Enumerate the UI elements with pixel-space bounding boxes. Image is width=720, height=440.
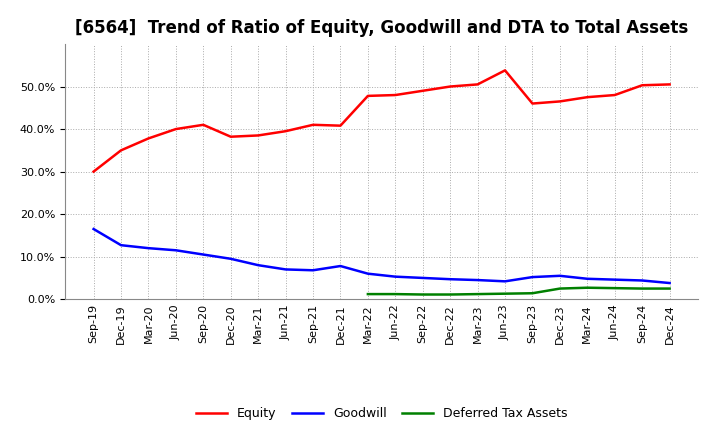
Equity xyxy=(364,93,372,99)
Goodwill xyxy=(500,279,509,284)
Equity xyxy=(583,95,592,100)
Equity xyxy=(418,88,427,93)
Equity xyxy=(117,148,125,153)
Goodwill xyxy=(171,248,180,253)
Equity xyxy=(665,82,674,87)
Goodwill xyxy=(473,278,482,283)
Equity xyxy=(638,83,647,88)
Deferred Tax Assets xyxy=(500,291,509,296)
Line: Goodwill: Goodwill xyxy=(94,229,670,283)
Equity xyxy=(336,123,345,128)
Equity xyxy=(473,82,482,87)
Goodwill xyxy=(528,275,537,280)
Equity xyxy=(282,128,290,134)
Deferred Tax Assets xyxy=(556,286,564,291)
Goodwill xyxy=(364,271,372,276)
Equity xyxy=(446,84,454,89)
Goodwill xyxy=(309,268,318,273)
Deferred Tax Assets xyxy=(446,292,454,297)
Line: Equity: Equity xyxy=(94,70,670,172)
Equity xyxy=(556,99,564,104)
Deferred Tax Assets xyxy=(364,291,372,297)
Equity xyxy=(528,101,537,106)
Goodwill xyxy=(254,263,263,268)
Legend: Equity, Goodwill, Deferred Tax Assets: Equity, Goodwill, Deferred Tax Assets xyxy=(191,403,572,425)
Deferred Tax Assets xyxy=(583,285,592,290)
Line: Deferred Tax Assets: Deferred Tax Assets xyxy=(368,288,670,294)
Goodwill xyxy=(117,242,125,248)
Goodwill xyxy=(665,280,674,286)
Equity xyxy=(391,92,400,98)
Goodwill xyxy=(89,226,98,231)
Goodwill xyxy=(583,276,592,282)
Goodwill xyxy=(446,277,454,282)
Goodwill xyxy=(336,264,345,269)
Deferred Tax Assets xyxy=(638,286,647,291)
Goodwill xyxy=(418,275,427,281)
Goodwill xyxy=(556,273,564,279)
Equity xyxy=(309,122,318,128)
Deferred Tax Assets xyxy=(391,291,400,297)
Goodwill xyxy=(226,256,235,261)
Equity xyxy=(89,169,98,174)
Deferred Tax Assets xyxy=(528,290,537,296)
Equity xyxy=(144,136,153,141)
Goodwill xyxy=(199,252,207,257)
Equity xyxy=(226,134,235,139)
Deferred Tax Assets xyxy=(611,286,619,291)
Equity xyxy=(500,68,509,73)
Goodwill xyxy=(638,278,647,283)
Goodwill xyxy=(282,267,290,272)
Equity xyxy=(171,126,180,132)
Deferred Tax Assets xyxy=(418,292,427,297)
Deferred Tax Assets xyxy=(665,286,674,291)
Goodwill xyxy=(611,277,619,282)
Goodwill xyxy=(391,274,400,279)
Equity xyxy=(199,122,207,128)
Equity xyxy=(254,133,263,138)
Equity xyxy=(611,92,619,98)
Title: [6564]  Trend of Ratio of Equity, Goodwill and DTA to Total Assets: [6564] Trend of Ratio of Equity, Goodwil… xyxy=(75,19,688,37)
Goodwill xyxy=(144,246,153,251)
Deferred Tax Assets xyxy=(473,291,482,297)
